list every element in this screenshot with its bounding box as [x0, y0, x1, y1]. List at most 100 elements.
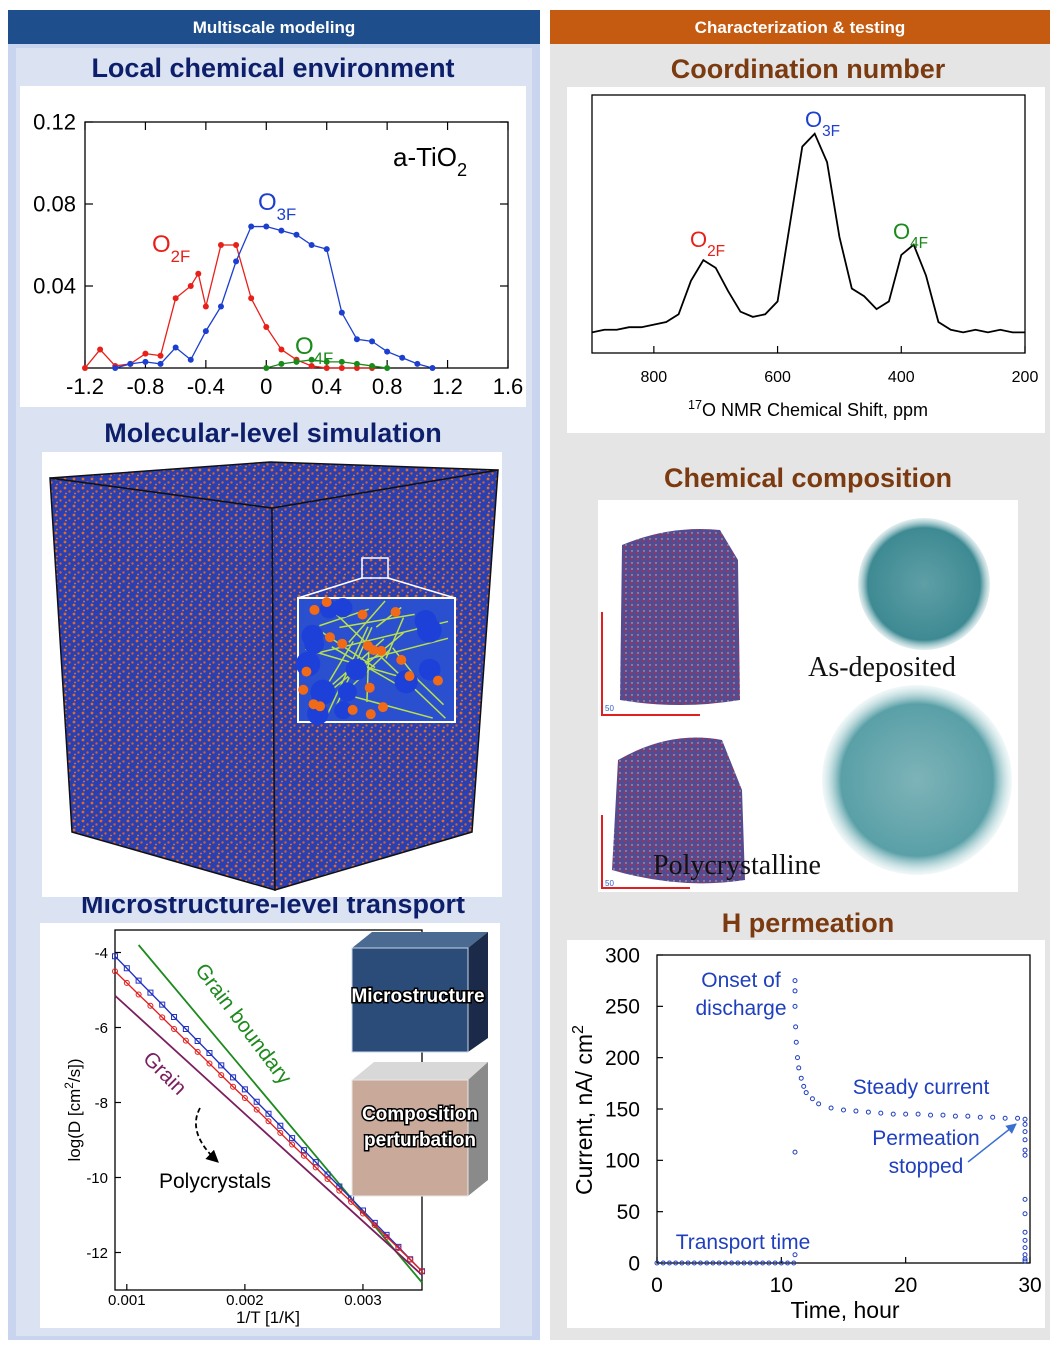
- cube-side: [468, 1062, 488, 1196]
- x-tick-label: 0.001: [108, 1292, 146, 1309]
- page: {"header": {"left": "Multiscale modeling…: [0, 0, 1054, 1342]
- annotation-part: discharge: [695, 997, 786, 1020]
- o-atom: [366, 709, 376, 719]
- zoom-inset: [296, 597, 455, 725]
- marker: [339, 359, 345, 365]
- x-tick-label: 0.002: [226, 1292, 264, 1309]
- annotation: Steady current: [853, 1076, 990, 1099]
- o-atom: [315, 701, 325, 711]
- marker: [324, 246, 330, 252]
- microstructure-cubes: Microstructure Composition perturbation: [351, 932, 488, 1196]
- annotation-part: O: [258, 189, 277, 216]
- y-axis-label-part: log(D [cm: [65, 1089, 84, 1162]
- annotation-part: Polycrystals: [159, 1170, 271, 1193]
- annotation-part: O: [295, 333, 314, 360]
- apt-reconstruction: [620, 529, 740, 705]
- x-tick-label: 0.003: [344, 1292, 382, 1309]
- marker: [82, 365, 88, 371]
- o-atom: [298, 685, 308, 695]
- x-tick-label: 1.2: [432, 374, 463, 399]
- x-tick-label: -0.8: [126, 374, 164, 399]
- image-label: Microstructure: [351, 986, 484, 1007]
- marker: [142, 351, 148, 357]
- annotation-sub: 4F: [314, 349, 334, 368]
- y-tick-label: 100: [605, 1150, 640, 1173]
- x-axis-label: 17O NMR Chemical Shift, ppm: [688, 398, 928, 420]
- y-tick-label: -6: [95, 1020, 108, 1037]
- marker: [339, 310, 345, 316]
- marker: [263, 365, 269, 371]
- image-label: Polycrystalline: [653, 850, 821, 881]
- o-atom: [396, 655, 406, 665]
- x-axis-label: Time, hour: [790, 1297, 899, 1323]
- cube-top: [352, 932, 488, 948]
- o-atom: [301, 667, 311, 677]
- marker: [203, 328, 209, 334]
- panel-title: Coordination number: [671, 54, 946, 84]
- y-tick-label: 200: [605, 1047, 640, 1070]
- marker: [354, 361, 360, 367]
- marker: [203, 304, 209, 310]
- y-tick-label: 0: [628, 1252, 640, 1275]
- marker: [173, 295, 179, 301]
- o-atom: [337, 639, 347, 649]
- o-atom: [405, 671, 415, 681]
- y-tick-label: -4: [95, 945, 108, 962]
- marker: [248, 295, 254, 301]
- annotation-part: Steady current: [853, 1076, 990, 1099]
- o-atom: [376, 646, 386, 656]
- x-tick-label: 30: [1018, 1274, 1041, 1297]
- scale-label: 50: [605, 879, 614, 888]
- x-tick-label: 20: [894, 1274, 917, 1297]
- o-atom: [363, 641, 373, 651]
- annotation-part: a-TiO: [393, 142, 457, 172]
- cube-top: [352, 1062, 488, 1080]
- annotation-part: O: [152, 231, 171, 258]
- y-axis-label-part: /s]): [65, 1059, 84, 1083]
- x-tick-label: 200: [1012, 369, 1039, 386]
- o-atom: [378, 702, 388, 712]
- o-atom: [433, 676, 443, 686]
- marker: [233, 258, 239, 264]
- marker: [414, 361, 420, 367]
- marker: [173, 345, 179, 351]
- annotation-part: Onset of: [701, 969, 781, 992]
- marker: [142, 359, 148, 365]
- marker: [354, 336, 360, 342]
- annotation-sub: 2: [457, 160, 467, 180]
- x-axis-label: 1/T [1/K]: [236, 1308, 300, 1327]
- y-axis-label-super: 2: [569, 1025, 587, 1034]
- marker: [263, 224, 269, 230]
- o-atom: [325, 632, 335, 642]
- marker: [218, 304, 224, 310]
- ti-atom: [338, 682, 357, 701]
- o-atom: [358, 610, 368, 620]
- marker: [369, 363, 375, 369]
- y-tick-label: 0.08: [33, 192, 76, 217]
- y-axis-label: Current, nA/ cm2: [569, 1025, 597, 1195]
- marker: [278, 228, 284, 234]
- marker: [278, 347, 284, 353]
- marker: [158, 361, 164, 367]
- annotation-part: stopped: [889, 1155, 964, 1178]
- y-tick-label: 150: [605, 1098, 640, 1121]
- annotation-part: Permeation: [872, 1127, 979, 1150]
- composition-map: [822, 685, 1012, 875]
- annotation: discharge: [695, 997, 786, 1020]
- panel-box: [567, 87, 1045, 433]
- image-label: As-deposited: [808, 652, 956, 683]
- x-tick-label: -1.2: [66, 374, 104, 399]
- x-tick-label: 400: [888, 369, 915, 386]
- marker: [384, 365, 390, 371]
- annotation-sub: 3F: [822, 123, 840, 140]
- y-axis-label-part: Current, nA/ cm: [571, 1034, 597, 1195]
- image-label: Composition: [362, 1104, 478, 1125]
- marker: [369, 338, 375, 344]
- annotation-part: Transport time: [676, 1231, 811, 1254]
- left-header: Multiscale modeling: [193, 18, 355, 37]
- y-tick-label: -12: [86, 1245, 108, 1262]
- simulation-cube: [50, 462, 498, 890]
- x-tick-label: 600: [764, 369, 791, 386]
- annotation: Onset of: [701, 969, 781, 992]
- panel-title: Molecular-level simulation: [104, 418, 442, 448]
